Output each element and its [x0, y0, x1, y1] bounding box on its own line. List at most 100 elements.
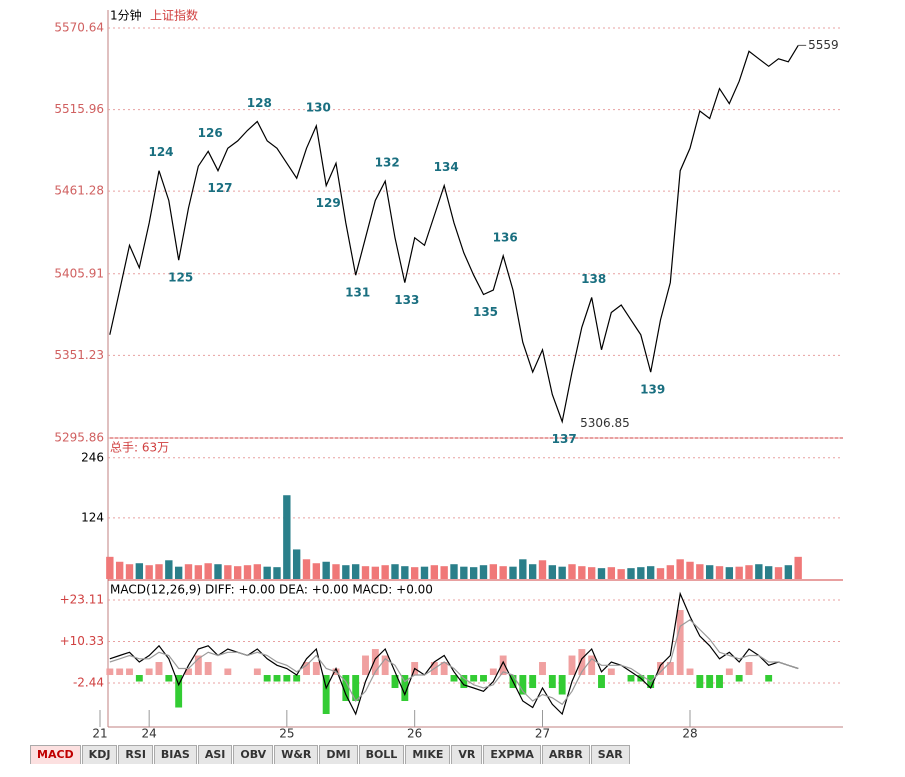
volume-bar	[617, 569, 625, 579]
series-line	[109, 591, 799, 716]
indicator-tab[interactable]: SAR	[590, 745, 630, 764]
volume-bar	[361, 566, 370, 579]
volume-bar	[224, 565, 232, 579]
macd-bar	[253, 668, 261, 676]
macd-bar	[175, 675, 183, 708]
wave-label: 139	[640, 383, 665, 397]
macd-bar	[706, 675, 714, 689]
y-tick-label: 246	[81, 450, 104, 464]
volume-bar	[312, 563, 321, 579]
macd-bar	[135, 675, 143, 682]
macd-bar	[529, 675, 537, 689]
macd-bar	[765, 675, 773, 682]
macd-bar	[627, 675, 635, 682]
volume-bar	[263, 566, 271, 579]
macd-bar	[283, 675, 291, 682]
volume-bar	[794, 556, 802, 579]
volume-bar	[548, 565, 557, 579]
volume-bar	[637, 567, 645, 579]
volume-bar	[705, 565, 714, 579]
volume-bar	[184, 564, 193, 579]
indicator-tab[interactable]: MACD	[30, 745, 81, 764]
chart-title: 1分钟	[110, 8, 142, 23]
volume-bar	[676, 559, 684, 579]
wave-label: 131	[345, 286, 370, 300]
y-tick-label: +23.11	[60, 592, 104, 606]
macd-bar	[391, 675, 399, 689]
y-tick-label: 5351.23	[54, 348, 104, 362]
volume-bar	[106, 556, 114, 579]
series-line	[109, 619, 799, 706]
y-tick-label: -2.44	[73, 675, 104, 689]
macd-bar	[539, 662, 546, 676]
macd-bar	[607, 668, 615, 676]
indicator-tab[interactable]: VR	[451, 745, 483, 764]
wave-label: 127	[207, 181, 232, 195]
indicator-tab[interactable]: W&R	[274, 745, 319, 764]
volume-bar	[233, 566, 242, 579]
macd-bar	[293, 675, 301, 682]
volume-bar	[292, 549, 301, 579]
volume-bar	[499, 566, 507, 579]
indicator-tab[interactable]: DMI	[319, 745, 358, 764]
indicator-tab[interactable]: OBV	[233, 745, 274, 764]
indicator-tab[interactable]: BIAS	[153, 745, 197, 764]
x-tick-label: 26	[407, 727, 422, 741]
macd-bar	[578, 649, 586, 676]
macd-bar	[303, 662, 310, 676]
wave-label: 136	[493, 230, 518, 244]
macd-bar	[106, 668, 114, 676]
macd-bar	[273, 675, 281, 682]
volume-bar	[489, 564, 498, 579]
macd-bar	[735, 675, 743, 682]
volume-bar	[784, 565, 793, 579]
macd-bar	[362, 655, 369, 676]
x-tick-label: 28	[682, 727, 697, 741]
volume-bar	[371, 566, 380, 579]
volume-bar	[696, 564, 704, 579]
volume-bar	[283, 495, 291, 579]
wave-label: 125	[168, 271, 193, 285]
volume-bar	[558, 566, 566, 579]
macd-bar	[480, 675, 487, 682]
macd-bar	[185, 668, 192, 676]
chart-subtitle: 上证指数	[150, 8, 198, 23]
macd-bar	[145, 668, 153, 676]
chart: 1分钟 上证指数 总手: 63万 MACD(12,26,9) DIFF: +0.…	[54, 8, 843, 741]
indicator-tab[interactable]: EXPMA	[483, 745, 541, 764]
macd-bar	[116, 668, 124, 676]
volume-bar	[401, 566, 409, 579]
y-tick-label: 5405.91	[54, 266, 104, 280]
volume-bar	[469, 567, 478, 579]
macd-bar	[716, 675, 723, 689]
macd-bar	[519, 675, 527, 695]
x-tick-label: 27	[535, 727, 550, 741]
volume-bar	[322, 561, 330, 579]
volume-bar	[479, 565, 488, 579]
macd-bar	[440, 662, 448, 676]
indicator-tab[interactable]: MIKE	[405, 745, 451, 764]
volume-bar	[381, 565, 389, 579]
volume-bar	[538, 560, 547, 579]
volume-bar	[115, 561, 124, 579]
macd-bar	[263, 675, 271, 682]
volume-bar	[686, 561, 694, 579]
macd-bar	[598, 675, 605, 689]
indicator-tab[interactable]: ARBR	[541, 745, 590, 764]
volume-bar	[715, 566, 724, 579]
macd-bar	[548, 675, 556, 689]
macd-bar	[224, 668, 232, 676]
indicator-tab[interactable]: KDJ	[81, 745, 118, 764]
volume-bar	[745, 565, 753, 579]
volume-bar	[125, 564, 134, 579]
x-tick-label: 25	[279, 727, 294, 741]
indicator-tab[interactable]: BOLL	[358, 745, 405, 764]
indicator-tab[interactable]: RSI	[118, 745, 153, 764]
volume-bar	[578, 566, 586, 579]
y-tick-label: 5461.28	[54, 184, 104, 198]
volume-bar	[460, 566, 468, 579]
volume-bar	[764, 566, 773, 579]
wave-label: 124	[148, 145, 173, 159]
indicator-tab[interactable]: ASI	[197, 745, 233, 764]
